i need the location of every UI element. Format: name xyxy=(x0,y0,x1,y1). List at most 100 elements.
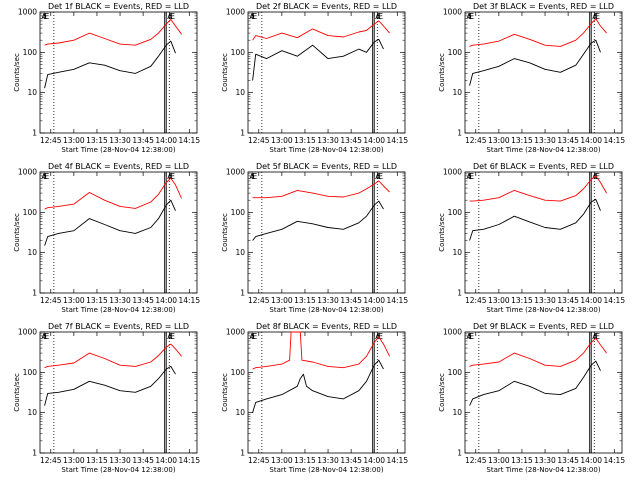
y-tick-label: 1000 xyxy=(226,328,245,337)
y-tick-label: 100 xyxy=(23,368,38,377)
y-tick-label: 1000 xyxy=(18,328,37,337)
x-tick-label: 12:45 xyxy=(465,456,487,465)
x-tick-label: 13:45 xyxy=(132,136,154,145)
flag-letter-right: A xyxy=(167,12,173,21)
x-axis-label: Start Time (28-Nov-04 12:38:00) xyxy=(486,146,600,154)
x-tick-label: 13:00 xyxy=(63,136,85,145)
x-tick-label: 13:00 xyxy=(488,456,510,465)
flag-letter-right: E xyxy=(169,332,174,341)
x-tick-label: 13:45 xyxy=(557,456,579,465)
flag-letter-left: E xyxy=(251,172,256,181)
x-tick-label: 13:45 xyxy=(340,456,362,465)
flag-letter-right: E xyxy=(378,172,383,181)
plot-frame xyxy=(247,171,406,294)
flag-letter-right: A xyxy=(167,332,173,341)
panel-title: Det 3f BLACK = Events, RED = LLD xyxy=(473,2,614,11)
flag-letter-right: E xyxy=(377,12,382,21)
panel-title: Det 5f BLACK = Events, RED = LLD xyxy=(256,162,397,171)
x-tick-label: 14:00 xyxy=(155,296,177,305)
y-tick-label: 10 xyxy=(27,88,37,97)
x-tick-label: 14:00 xyxy=(580,136,602,145)
y-tick-label: 1000 xyxy=(443,328,462,337)
y-tick-label: 1 xyxy=(240,449,245,458)
x-tick-label: 13:00 xyxy=(488,296,510,305)
lld-series-line xyxy=(469,337,607,367)
events-series-line xyxy=(469,198,601,241)
x-tick-label: 13:15 xyxy=(294,136,316,145)
panel-title: Det 6f BLACK = Events, RED = LLD xyxy=(473,162,614,171)
flag-letter-right: E xyxy=(378,12,383,21)
y-tick-label: 100 xyxy=(231,48,246,57)
y-axis-label: Counts/sec xyxy=(13,373,21,412)
x-tick-label: 13:00 xyxy=(271,296,293,305)
x-tick-label: 13:15 xyxy=(86,136,108,145)
x-tick-label: 13:15 xyxy=(511,136,533,145)
plot-frame xyxy=(464,171,623,294)
x-tick-label: 12:45 xyxy=(465,296,487,305)
x-tick-label: 13:30 xyxy=(317,296,339,305)
x-tick-label: 14:15 xyxy=(603,136,625,145)
x-tick-label: 13:45 xyxy=(340,136,362,145)
flag-letter-right: A xyxy=(592,332,598,341)
flag-letter-right: A xyxy=(375,12,381,21)
flag-letter-right: E xyxy=(595,332,600,341)
x-tick-label: 13:15 xyxy=(511,456,533,465)
x-tick-label: 13:15 xyxy=(86,456,108,465)
y-tick-label: 100 xyxy=(231,208,246,217)
plot-frame xyxy=(247,11,406,134)
detector-panel: Det 6f BLACK = Events, RED = LLD 1 10 100 10… xyxy=(438,162,625,314)
x-tick-label: 13:00 xyxy=(63,296,85,305)
y-tick-label: 1 xyxy=(32,289,37,298)
flag-letter-right: E xyxy=(595,12,600,21)
x-tick-label: 12:45 xyxy=(40,296,62,305)
flag-letter-right: A xyxy=(167,172,173,181)
x-tick-label: 12:45 xyxy=(248,296,270,305)
x-tick-label: 13:45 xyxy=(557,296,579,305)
y-tick-label: 1000 xyxy=(226,8,245,17)
y-tick-label: 1000 xyxy=(18,8,37,17)
y-tick-label: 1 xyxy=(457,289,462,298)
events-series-line xyxy=(252,200,384,241)
x-tick-label: 13:30 xyxy=(534,296,556,305)
flag-letter-left: E xyxy=(251,12,256,21)
flag-letter-right: E xyxy=(169,172,174,181)
lld-series-line xyxy=(469,175,607,202)
x-tick-label: 14:00 xyxy=(155,136,177,145)
y-axis-label: Counts/sec xyxy=(13,53,21,92)
events-series-line xyxy=(469,360,601,406)
lld-series-line xyxy=(252,20,390,41)
x-axis-label: Start Time (28-Nov-04 12:38:00) xyxy=(486,466,600,474)
x-axis-label: Start Time (28-Nov-04 12:38:00) xyxy=(269,146,383,154)
x-tick-label: 14:15 xyxy=(178,136,200,145)
x-tick-label: 12:45 xyxy=(248,456,270,465)
flag-letter-right: E xyxy=(378,332,383,341)
plot-frame xyxy=(247,331,406,454)
y-tick-label: 1000 xyxy=(443,168,462,177)
x-tick-label: 14:15 xyxy=(178,456,200,465)
flag-letter-left: E xyxy=(468,12,473,21)
events-series-line xyxy=(469,39,601,86)
x-tick-label: 13:30 xyxy=(109,296,131,305)
detector-panel: Det 2f BLACK = Events, RED = LLD 1 10 100 10… xyxy=(221,2,408,154)
x-tick-label: 13:45 xyxy=(340,296,362,305)
x-tick-label: 13:30 xyxy=(534,136,556,145)
y-tick-label: 100 xyxy=(231,368,246,377)
events-series-line xyxy=(44,40,176,89)
flag-letter-left: A xyxy=(467,332,473,341)
x-tick-label: 13:00 xyxy=(63,456,85,465)
flag-letter-left: A xyxy=(467,172,473,181)
y-tick-label: 1 xyxy=(32,449,37,458)
flag-letter-right: A xyxy=(375,332,381,341)
flag-letter-right: E xyxy=(377,332,382,341)
detector-panel: Det 7f BLACK = Events, RED = LLD 1 10 100 10… xyxy=(13,322,200,474)
flag-letter-right: E xyxy=(169,12,174,21)
x-tick-label: 13:00 xyxy=(488,136,510,145)
x-tick-label: 13:30 xyxy=(109,456,131,465)
lld-series-line xyxy=(44,177,183,210)
y-tick-label: 1 xyxy=(240,129,245,138)
flag-letter-left: E xyxy=(470,12,475,21)
plot-frame xyxy=(39,171,198,294)
x-tick-label: 14:15 xyxy=(386,136,408,145)
y-tick-label: 100 xyxy=(23,48,38,57)
